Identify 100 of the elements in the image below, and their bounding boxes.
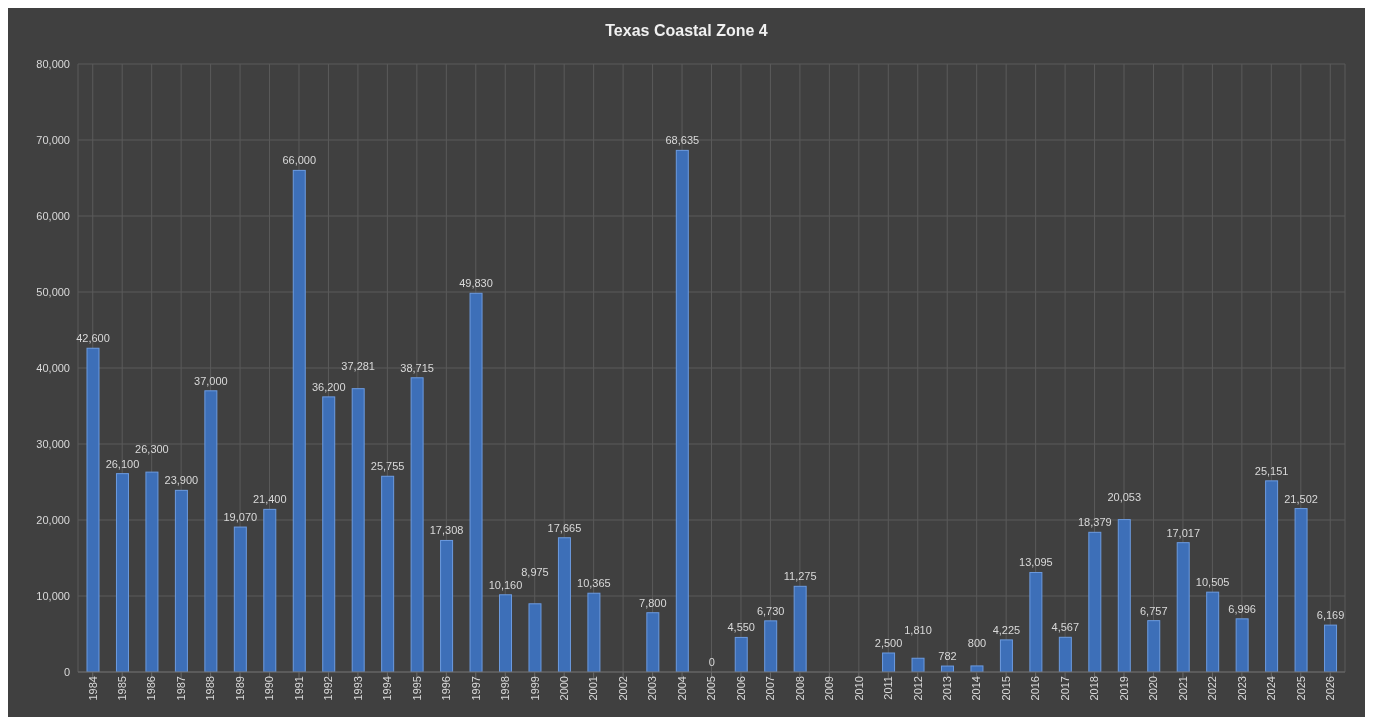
x-tick-label: 1989 [233,676,246,701]
bar [911,657,925,672]
bar [675,149,689,672]
x-tick-label: 2024 [1265,676,1278,701]
bar [292,169,306,672]
y-tick-label: 70,000 [36,133,70,146]
data-label: 10,505 [1195,576,1230,589]
chart-title: Texas Coastal Zone 4 [604,21,769,41]
x-tick-label: 2026 [1324,676,1337,701]
bar [646,612,660,672]
data-label: 21,502 [1284,492,1318,505]
data-label: 4,550 [727,621,755,634]
x-tick-label: 2002 [616,676,629,701]
bar [499,594,513,672]
bar [764,620,778,672]
x-tick-label: 1985 [116,676,129,701]
x-tick-label: 2023 [1235,676,1248,701]
bar [410,377,424,672]
x-tick-label: 2014 [970,676,983,701]
x-tick-label: 1999 [528,676,541,701]
y-tick-label: 10,000 [36,589,70,602]
bar [381,475,395,672]
bar [793,585,807,672]
x-tick-label: 2021 [1176,676,1189,701]
x-tick-label: 1986 [145,676,158,701]
y-tick-label: 0 [63,665,70,678]
data-label: 6,996 [1228,602,1256,615]
bar [940,665,954,672]
data-label: 8,975 [521,565,549,578]
bar [469,292,483,672]
x-tick-label: 2017 [1058,676,1071,701]
data-label: 10,160 [488,578,523,591]
data-label: 11,275 [783,570,817,583]
data-label: 0 [708,656,715,668]
x-tick-label: 1987 [174,676,187,701]
data-label: 6,757 [1139,604,1168,617]
x-tick-label: 1991 [292,676,305,701]
x-tick-label: 2001 [587,676,600,701]
data-label: 68,635 [665,134,700,147]
data-label: 37,000 [194,374,228,387]
bar [970,665,984,672]
x-tick-label: 1994 [381,676,394,701]
x-tick-label: 1988 [204,676,217,701]
bar [1294,508,1308,672]
bar [882,652,896,672]
data-label: 20,053 [1107,490,1142,503]
data-label: 17,665 [547,521,582,534]
x-tick-label: 1990 [263,676,276,701]
bar [1088,531,1102,672]
data-label: 42,600 [76,332,110,345]
y-tick-label: 40,000 [36,361,70,374]
bar [1176,542,1190,672]
data-label: 6,730 [756,604,785,617]
x-tick-label: 2009 [823,676,836,701]
bar [1206,591,1220,672]
x-tick-label: 1984 [86,676,99,701]
data-label: 21,400 [252,493,287,506]
x-tick-label: 2025 [1294,676,1307,701]
bar [587,592,601,672]
x-tick-label: 2013 [941,676,954,701]
y-tick-label: 30,000 [36,437,70,450]
x-tick-label: 1992 [322,676,335,701]
x-tick-label: 2016 [1029,676,1042,701]
data-label: 19,070 [223,511,258,524]
data-label: 17,308 [429,524,464,537]
data-label: 26,300 [135,443,169,456]
bar [528,603,542,672]
x-tick-label: 2020 [1147,676,1160,701]
data-label: 4,567 [1051,621,1080,634]
bar [1029,571,1043,672]
data-label: 36,200 [311,380,346,393]
x-tick-label: 2004 [675,676,688,701]
y-tick-label: 80,000 [36,57,70,70]
bar [1147,620,1161,672]
data-label: 37,281 [341,359,376,372]
bar [1265,480,1279,672]
data-label: 25,151 [1254,464,1289,477]
data-label: 66,000 [282,154,317,167]
data-label: 1,810 [904,624,932,636]
x-tick-label: 2012 [911,676,924,701]
x-tick-label: 1998 [499,676,512,701]
x-tick-label: 1997 [469,676,482,701]
x-tick-label: 2006 [734,676,747,701]
bar [351,388,365,672]
x-tick-label: 2011 [882,676,895,700]
bar [1117,519,1131,672]
y-tick-label: 50,000 [36,285,70,298]
data-label: 10,365 [577,577,611,590]
data-label: 26,100 [105,457,140,470]
x-tick-label: 2010 [852,676,865,701]
x-tick-label: 2022 [1206,676,1219,701]
x-tick-label: 2018 [1088,676,1101,701]
bar [115,473,129,672]
x-tick-label: 2007 [764,676,777,701]
data-label: 800 [967,636,987,649]
data-label: 49,830 [459,277,493,290]
data-label: 18,379 [1077,516,1112,529]
data-label: 23,900 [164,474,199,487]
data-label: 4,225 [992,623,1021,636]
bar [145,471,159,672]
